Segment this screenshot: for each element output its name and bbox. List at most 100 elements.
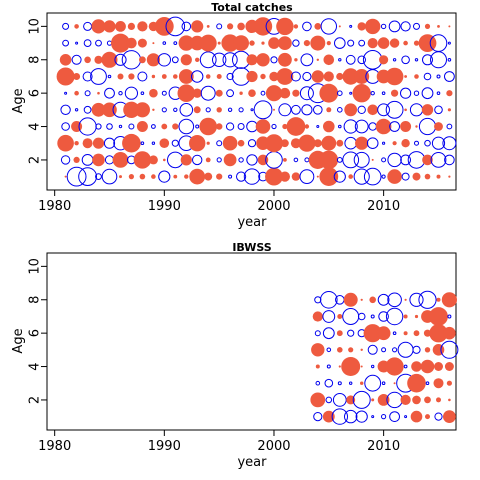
x-tick-label: 2000 <box>257 439 290 454</box>
negative-residual-bubble <box>300 53 314 67</box>
negative-residual-bubble <box>381 381 386 386</box>
negative-residual-bubble <box>414 140 419 146</box>
positive-residual-bubble <box>286 117 306 136</box>
chart-title: Total catches <box>211 1 293 14</box>
negative-residual-bubble <box>121 50 142 70</box>
negative-residual-bubble <box>247 139 257 148</box>
positive-residual-bubble <box>355 136 369 150</box>
negative-residual-bubble <box>434 105 443 115</box>
positive-residual-bubble <box>246 70 258 83</box>
positive-residual-bubble <box>126 37 137 49</box>
x-axis-label: year <box>237 455 267 470</box>
negative-residual-bubble <box>128 123 135 130</box>
y-tick-label: 2 <box>28 156 43 164</box>
positive-residual-bubble <box>161 74 167 79</box>
negative-residual-bubble <box>364 374 382 392</box>
negative-residual-bubble <box>418 290 437 309</box>
negative-residual-bubble <box>250 108 254 112</box>
positive-residual-bubble <box>298 134 316 152</box>
positive-residual-bubble <box>74 90 79 96</box>
negative-residual-bubble <box>238 157 244 163</box>
positive-residual-bubble <box>316 175 319 178</box>
positive-residual-bubble <box>148 155 158 165</box>
negative-residual-bubble <box>114 53 127 66</box>
positive-residual-bubble <box>360 298 363 301</box>
positive-residual-bubble <box>205 74 211 79</box>
negative-residual-bubble <box>173 41 178 45</box>
positive-residual-bubble <box>123 101 140 119</box>
negative-residual-bubble <box>106 123 113 130</box>
positive-residual-bubble <box>437 25 440 28</box>
negative-residual-bubble <box>409 103 424 117</box>
negative-residual-bubble <box>81 154 94 166</box>
negative-residual-bubble <box>90 68 107 85</box>
negative-residual-bubble <box>292 39 300 47</box>
negative-residual-bubble <box>397 341 414 358</box>
negative-residual-bubble <box>349 381 353 385</box>
negative-residual-bubble <box>304 157 310 163</box>
positive-residual-bubble <box>371 158 374 161</box>
negative-residual-bubble <box>325 396 333 404</box>
x-axis: 1980 1990 2000 2010 <box>38 189 400 214</box>
negative-residual-bubble <box>324 378 334 388</box>
positive-residual-bubble <box>57 134 74 152</box>
negative-residual-bubble <box>447 58 452 62</box>
negative-residual-bubble <box>371 364 375 369</box>
positive-residual-bubble <box>312 311 323 322</box>
positive-residual-bubble <box>393 382 396 385</box>
negative-residual-bubble <box>78 167 97 187</box>
positive-residual-bubble <box>206 141 210 145</box>
negative-residual-bubble <box>387 152 402 168</box>
positive-residual-bubble <box>180 54 192 66</box>
positive-residual-bubble <box>385 67 404 86</box>
plot-frame <box>46 252 457 431</box>
positive-residual-bubble <box>400 121 412 132</box>
positive-residual-bubble <box>111 33 130 53</box>
positive-residual-bubble <box>313 139 322 148</box>
negative-residual-bubble <box>151 141 156 145</box>
positive-residual-bubble <box>119 175 122 179</box>
positive-residual-bubble <box>249 40 255 46</box>
positive-residual-bubble <box>379 55 389 65</box>
negative-residual-bubble <box>381 91 386 95</box>
positive-residual-bubble <box>154 17 174 36</box>
negative-residual-bubble <box>447 41 451 45</box>
negative-residual-bubble <box>216 157 222 163</box>
x-axis: 1980 1990 2000 2010 <box>38 429 400 454</box>
positive-residual-bubble <box>139 173 146 180</box>
positive-residual-bubble <box>404 298 407 301</box>
positive-residual-bubble <box>137 21 148 32</box>
negative-residual-bubble <box>380 23 387 30</box>
negative-residual-bubble <box>413 22 420 30</box>
negative-residual-bubble <box>421 87 434 100</box>
negative-residual-bubble <box>314 330 321 337</box>
negative-residual-bubble <box>412 345 421 354</box>
positive-residual-bubble <box>436 297 441 302</box>
negative-residual-bubble <box>205 107 211 113</box>
positive-residual-bubble <box>342 68 359 85</box>
negative-residual-bubble <box>381 347 387 353</box>
positive-residual-bubble <box>248 89 256 97</box>
negative-residual-bubble <box>381 414 387 420</box>
negative-residual-bubble <box>429 34 448 52</box>
negative-residual-bubble <box>430 152 447 168</box>
negative-residual-bubble <box>358 39 366 47</box>
y-tick-label: 6 <box>28 89 43 97</box>
positive-residual-bubble <box>385 357 404 376</box>
negative-residual-bubble <box>385 100 404 119</box>
positive-residual-bubble <box>177 84 196 102</box>
negative-residual-bubble <box>62 39 69 47</box>
x-tick-label: 2010 <box>367 199 400 214</box>
positive-residual-bubble <box>173 74 178 79</box>
positive-residual-bubble <box>294 58 298 62</box>
negative-residual-bubble <box>161 107 167 113</box>
positive-residual-bubble <box>352 84 371 103</box>
positive-residual-bubble <box>184 174 189 179</box>
positive-residual-bubble <box>128 73 135 80</box>
positive-residual-bubble <box>354 69 370 84</box>
positive-residual-bubble <box>375 118 392 135</box>
positive-residual-bubble <box>279 87 291 99</box>
negative-residual-bubble <box>332 393 347 407</box>
positive-residual-bubble <box>189 168 206 185</box>
negative-residual-bubble <box>246 154 258 166</box>
